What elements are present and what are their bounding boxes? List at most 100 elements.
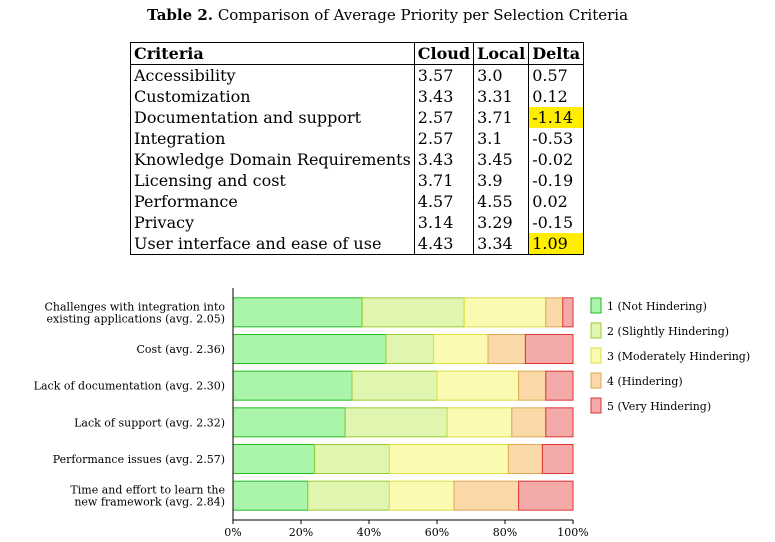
header-cloud: Cloud	[413, 42, 475, 65]
bar-segment	[314, 444, 390, 474]
table-row: Documentation and support 2.57 3.71 -1.14	[130, 107, 585, 128]
cell-delta: 0.12	[528, 86, 585, 107]
bar-segment	[232, 334, 387, 364]
x-tick-label: 0%	[224, 526, 241, 539]
bar-segment	[388, 480, 455, 511]
cell-delta: -0.53	[528, 128, 585, 149]
table-caption: Table 2. Comparison of Average Priority …	[0, 6, 775, 24]
bar-segment	[524, 334, 574, 364]
category-label: Performance issues (avg. 2.57)	[53, 453, 225, 466]
bar-segment	[562, 297, 574, 328]
bar-segment	[545, 297, 564, 328]
caption-label: Table 2.	[146, 6, 214, 24]
cell-local: 4.55	[473, 191, 530, 212]
legend-swatch	[590, 372, 602, 389]
table-row: Knowledge Domain Requirements 3.43 3.45 -0.…	[130, 149, 585, 170]
legend-swatch	[590, 297, 602, 314]
cell-cloud: 3.71	[413, 170, 475, 191]
x-tick-label: 80%	[493, 526, 517, 539]
cell-delta: -0.19	[528, 170, 585, 191]
bar-segment	[518, 480, 574, 511]
cell-criteria: User interface and ease of use	[130, 233, 415, 255]
x-tick-label: 40%	[357, 526, 381, 539]
table-row: Customization 3.43 3.31 0.12	[130, 86, 585, 107]
bar-segment	[344, 407, 448, 438]
header-criteria: Criteria	[130, 42, 415, 65]
legend-label: 1 (Not Hindering)	[607, 300, 707, 313]
cell-criteria: Integration	[130, 128, 415, 149]
legend-swatch	[590, 397, 602, 414]
cell-criteria: Documentation and support	[130, 107, 415, 128]
bar-segment	[232, 407, 346, 438]
bar-segment	[511, 407, 547, 438]
header-local: Local	[473, 42, 530, 65]
bar-segment	[507, 444, 543, 474]
comparison-table: Criteria Cloud Local Delta Accessibility…	[130, 42, 585, 255]
cell-local: 3.45	[473, 149, 530, 170]
cell-delta: 0.02	[528, 191, 585, 212]
bar-segment	[385, 334, 435, 364]
cell-local: 3.71	[473, 107, 530, 128]
table-row: Privacy 3.14 3.29 -0.15	[130, 212, 585, 233]
legend-swatch	[590, 347, 602, 364]
x-tick-label: 60%	[425, 526, 449, 539]
table-header-row: Criteria Cloud Local Delta	[130, 42, 585, 65]
cell-local: 3.1	[473, 128, 530, 149]
cell-criteria: Customization	[130, 86, 415, 107]
cell-local: 3.31	[473, 86, 530, 107]
bar-segment	[446, 407, 513, 438]
bar-segment	[453, 480, 520, 511]
bar-segment	[361, 297, 465, 328]
hindrance-stacked-bar-chart: Challenges with integration intoexisting…	[34, 288, 750, 539]
table-body: Accessibility 3.57 3.0 0.57 Customization 3.4…	[130, 64, 585, 255]
cell-local: 3.29	[473, 212, 530, 233]
cell-delta: -0.02	[528, 149, 585, 170]
cell-local: 3.9	[473, 170, 530, 191]
legend-label: 5 (Very Hindering)	[607, 400, 711, 413]
legend-label: 4 (Hindering)	[607, 375, 683, 388]
legend-swatch	[590, 322, 602, 339]
table-row: User interface and ease of use 4.43 3.34 1.…	[130, 233, 585, 255]
cell-criteria: Accessibility	[130, 64, 415, 86]
cell-criteria: Licensing and cost	[130, 170, 415, 191]
bar-segment	[436, 370, 520, 401]
category-label: new framework (avg. 2.84)	[74, 496, 225, 509]
table-row: Performance 4.57 4.55 0.02	[130, 191, 585, 212]
category-label: Lack of support (avg. 2.32)	[74, 416, 225, 429]
bar-segment	[463, 297, 547, 328]
legend-label: 2 (Slightly Hindering)	[607, 325, 729, 338]
caption-text: Comparison of Average Priority per Selec…	[217, 6, 629, 24]
bar-segment	[232, 297, 363, 328]
bar-segment	[351, 370, 438, 401]
x-tick-label: 100%	[557, 526, 588, 539]
bar-segment	[307, 480, 390, 511]
cell-delta: -0.15	[528, 212, 585, 233]
cell-cloud: 2.57	[413, 107, 475, 128]
table-row: Accessibility 3.57 3.0 0.57	[130, 64, 585, 86]
bar-segment	[232, 444, 316, 474]
category-label: Lack of documentation (avg. 2.30)	[34, 380, 225, 393]
bar-segment	[518, 370, 547, 401]
cell-cloud: 3.14	[413, 212, 475, 233]
cell-local: 3.34	[473, 233, 530, 255]
cell-cloud: 4.43	[413, 233, 475, 255]
bar-segment	[388, 444, 509, 474]
table-row: Integration 2.57 3.1 -0.53	[130, 128, 585, 149]
category-label: Time and effort to learn the	[70, 484, 225, 497]
category-label: Challenges with integration into	[45, 300, 226, 313]
cell-local: 3.0	[473, 64, 530, 86]
cell-cloud: 3.43	[413, 86, 475, 107]
table-row: Licensing and cost 3.71 3.9 -0.19	[130, 170, 585, 191]
cell-criteria: Privacy	[130, 212, 415, 233]
cell-cloud: 3.57	[413, 64, 475, 86]
cell-cloud: 4.57	[413, 191, 475, 212]
cell-cloud: 3.43	[413, 149, 475, 170]
x-tick-label: 20%	[289, 526, 313, 539]
category-label: Cost (avg. 2.36)	[137, 343, 225, 356]
bar-segment	[232, 370, 353, 401]
bar-segment	[232, 480, 309, 511]
header-delta: Delta	[528, 42, 585, 65]
cell-criteria: Performance	[130, 191, 415, 212]
cell-delta: 0.57	[528, 64, 585, 86]
bar-segment	[545, 370, 574, 401]
